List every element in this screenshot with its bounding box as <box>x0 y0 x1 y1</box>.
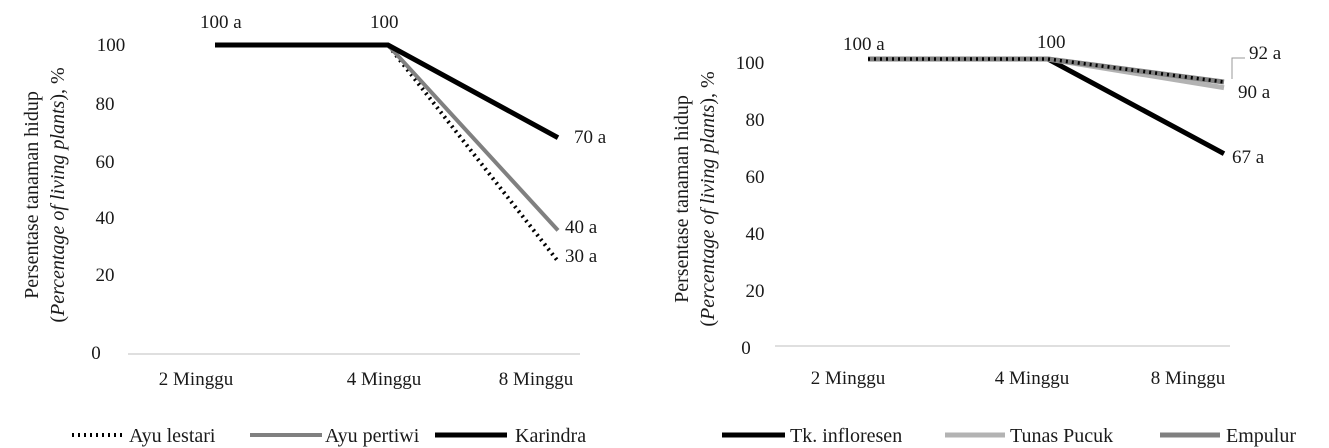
data-label: 67 a <box>1232 147 1265 168</box>
data-labels: 100 a 100 70 a 40 a 30 a <box>200 12 607 267</box>
legend: Ayu lestari Ayu pertiwi Karindra <box>72 425 586 447</box>
x-tick-label: 8 Minggu <box>499 369 574 390</box>
x-tick-label: 2 Minggu <box>159 369 234 390</box>
x-tick-label: 8 Minggu <box>1151 368 1226 389</box>
x-tick-label: 4 Minggu <box>995 368 1070 389</box>
series-ayu-pertiwi <box>215 43 560 232</box>
y-tick-label: 20 <box>96 265 115 286</box>
chart-left: Persentase tanaman hidup (Percentage of … <box>21 12 607 447</box>
y-tick-labels: 0 20 40 60 80 100 <box>736 53 765 359</box>
series-dotted-overlay <box>868 57 1225 84</box>
data-label: 90 a <box>1238 82 1271 103</box>
x-tick-label: 2 Minggu <box>811 368 886 389</box>
series-line <box>215 43 560 263</box>
x-tick-labels: 2 Minggu 4 Minggu 8 Minggu <box>159 369 574 390</box>
y-tick-label: 100 <box>97 35 126 56</box>
y-tick-label: 0 <box>91 343 101 364</box>
data-labels: 100 a 100 92 a 90 a 67 a <box>843 32 1282 168</box>
series-karindra <box>215 42 560 140</box>
data-label: 92 a <box>1249 43 1282 64</box>
series-line <box>215 42 560 140</box>
y-tick-label: 0 <box>741 338 751 359</box>
x-tick-label: 4 Minggu <box>347 369 422 390</box>
data-label: 100 <box>370 12 399 33</box>
series-line <box>215 43 560 232</box>
y-tick-label: 20 <box>746 281 765 302</box>
chart-right: Persentase tanaman hidup (Percentage of … <box>671 32 1296 447</box>
y-axis-label-line2: (Percentage of living plants), % <box>47 67 69 322</box>
y-axis-label: Persentase tanaman hidup (Percentage of … <box>21 67 69 322</box>
y-tick-labels: 0 20 40 60 80 100 <box>91 35 125 364</box>
y-tick-label: 60 <box>96 152 115 173</box>
data-label: 40 a <box>565 217 598 238</box>
legend-label: Ayu lestari <box>129 425 216 447</box>
y-tick-label: 60 <box>746 167 765 188</box>
data-label: 100 a <box>200 12 242 33</box>
series-ayu-lestari <box>215 43 560 263</box>
legend-label: Empulur <box>1226 425 1296 447</box>
y-axis-label: Persentase tanaman hidup (Percentage of … <box>671 71 719 326</box>
data-label: 100 a <box>843 34 885 55</box>
x-tick-labels: 2 Minggu 4 Minggu 8 Minggu <box>811 368 1226 389</box>
y-tick-label: 100 <box>736 53 765 74</box>
data-label-leader <box>1231 57 1245 79</box>
legend-label: Ayu pertiwi <box>325 425 420 447</box>
legend-label: Karindra <box>515 425 586 447</box>
data-label: 100 <box>1037 32 1066 53</box>
y-tick-label: 80 <box>96 94 115 115</box>
series-line <box>868 57 1225 84</box>
y-axis-label-line1: Persentase tanaman hidup <box>671 95 693 303</box>
legend-label: Tunas Pucuk <box>1010 425 1113 447</box>
y-tick-label: 40 <box>96 208 115 229</box>
y-tick-label: 40 <box>746 224 765 245</box>
legend: Tk. infloresen Tunas Pucuk Empulur <box>722 425 1296 447</box>
y-axis-label-line2: (Percentage of living plants), % <box>697 71 719 326</box>
data-label: 70 a <box>574 127 607 148</box>
data-label: 30 a <box>565 246 598 267</box>
legend-label: Tk. infloresen <box>790 425 902 447</box>
y-tick-label: 80 <box>746 110 765 131</box>
y-axis-label-line1: Persentase tanaman hidup <box>21 91 43 299</box>
